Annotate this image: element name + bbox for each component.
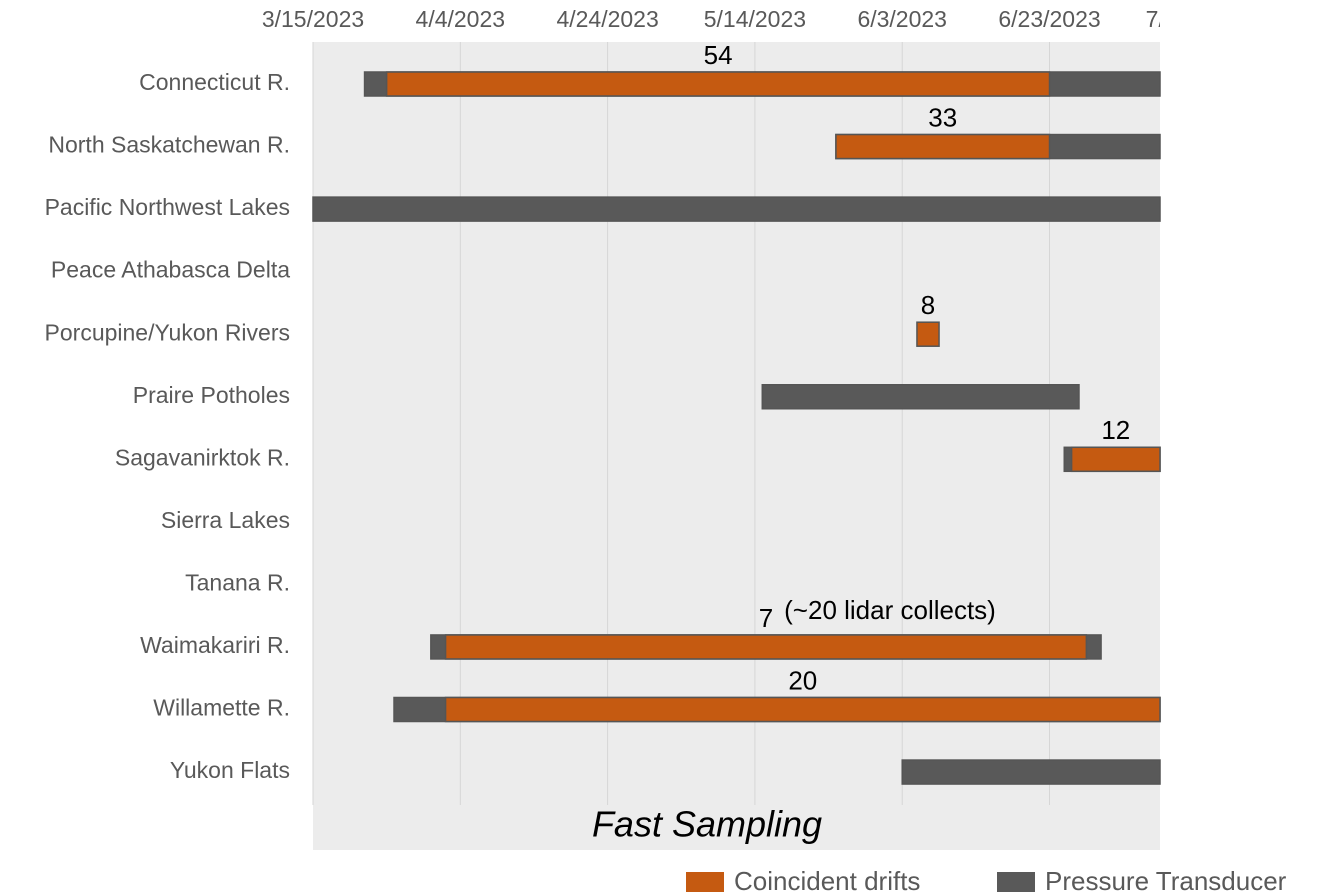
bars <box>312 71 1161 785</box>
annotation: (~20 lidar collects) <box>784 595 996 625</box>
bar <box>444 634 1088 660</box>
y-tick-label: North Saskatchewan R. <box>48 132 290 158</box>
bar <box>1070 446 1161 473</box>
legend-swatch <box>997 872 1035 892</box>
y-tick-label: Waimakariri R. <box>140 632 290 658</box>
x-tick-label: 4/4/2023 <box>416 6 506 32</box>
x-tick-label: 5/14/2023 <box>704 6 806 32</box>
data-label: 12 <box>1101 415 1130 445</box>
data-label: 20 <box>788 665 817 695</box>
bar <box>835 133 1051 160</box>
y-tick-label: Porcupine/Yukon Rivers <box>45 319 290 345</box>
bar <box>916 321 940 347</box>
data-label: 33 <box>928 102 957 132</box>
bar <box>901 759 1161 785</box>
y-tick-label: Praire Potholes <box>133 382 290 408</box>
data-label: 54 <box>704 40 733 70</box>
x-tick-label: 7/13/2023 <box>1146 6 1248 32</box>
x-tick-label: 6/23/2023 <box>998 6 1100 32</box>
y-tick-label: Tanana R. <box>185 569 290 595</box>
bar <box>444 696 1161 723</box>
legend-label: Coincident drifts <box>734 866 920 896</box>
y-tick-label: Sagavanirktok R. <box>115 444 290 470</box>
data-label: 7 <box>759 603 773 633</box>
bar <box>385 71 1051 97</box>
x-tick-label: 3/15/2023 <box>262 6 364 32</box>
x-tick-label: 6/3/2023 <box>857 6 947 32</box>
y-tick-label: Willamette R. <box>153 695 290 721</box>
legend-swatch <box>686 872 724 892</box>
chart-title: Fast Sampling <box>592 804 822 845</box>
grid <box>312 42 1051 805</box>
y-tick-label: Pacific Northwest Lakes <box>45 194 290 220</box>
y-tick-label: Connecticut R. <box>139 69 290 95</box>
labels: 3/15/2023 4/4/2023 4/24/2023 5/14/2023 6/3/2… <box>262 6 1248 32</box>
plot-area <box>313 42 1160 850</box>
legend-label: Pressure Transducer <box>1045 866 1287 896</box>
x-tick-label: 4/24/2023 <box>556 6 658 32</box>
bar <box>312 196 1161 222</box>
y-tick-label: Peace Athabasca Delta <box>51 257 290 283</box>
y-tick-label: Sierra Lakes <box>161 507 290 533</box>
bar <box>761 384 1080 410</box>
data-label: 8 <box>921 290 935 320</box>
y-tick-label: Yukon Flats <box>170 757 290 783</box>
